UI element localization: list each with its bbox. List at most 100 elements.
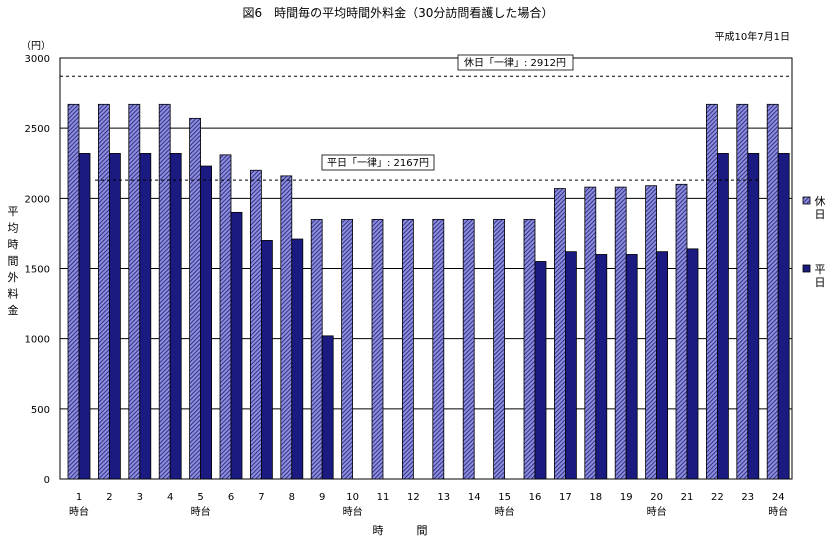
bar-holiday-24 bbox=[766, 103, 779, 480]
y-axis-label-char: 料 bbox=[8, 287, 19, 301]
bar-holiday-22 bbox=[706, 103, 718, 480]
bar-weekday-22 bbox=[717, 153, 729, 480]
x-tick-suffix: 時台 bbox=[343, 505, 363, 518]
bar-weekday-16 bbox=[534, 261, 547, 480]
bar-holiday-10 bbox=[341, 218, 354, 480]
bar-weekday-19 bbox=[625, 254, 638, 480]
y-unit-label: （円） bbox=[21, 40, 51, 52]
bar-holiday-15 bbox=[493, 218, 506, 480]
y-tick-label: 3000 bbox=[25, 54, 50, 65]
x-tick-label: 19 bbox=[620, 492, 633, 503]
x-tick-label: 5 bbox=[197, 492, 203, 503]
x-tick-label: 24 bbox=[772, 492, 785, 503]
bar-weekday-6 bbox=[230, 211, 243, 480]
bar-weekday-2 bbox=[109, 153, 121, 480]
bar-weekday-1 bbox=[78, 153, 91, 480]
y-axis-label-char: 金 bbox=[8, 303, 19, 317]
y-tick-label: 0 bbox=[44, 475, 50, 486]
x-tick-label: 13 bbox=[437, 492, 450, 503]
chart-title: 図6 時間毎の平均時間外料金（30分訪問看護した場合） bbox=[243, 5, 554, 20]
date-note: 平成10年7月1日 bbox=[715, 30, 790, 43]
bar-holiday-23 bbox=[736, 103, 749, 480]
y-tick-label: 500 bbox=[31, 405, 50, 416]
x-tick-label: 6 bbox=[228, 492, 234, 503]
bar-holiday-13 bbox=[432, 218, 445, 480]
y-axis-label: 平均時間外料金 bbox=[8, 205, 19, 317]
x-tick-suffix: 時台 bbox=[495, 505, 515, 518]
bar-holiday-16 bbox=[523, 218, 536, 480]
bar-holiday-12 bbox=[401, 218, 414, 480]
y-axis-label-char: 外 bbox=[8, 271, 19, 284]
x-tick-label: 10 bbox=[346, 492, 359, 503]
x-tick-suffix: 時台 bbox=[768, 505, 788, 518]
bar-holiday-17 bbox=[554, 188, 566, 480]
bar-holiday-14 bbox=[462, 218, 475, 480]
reference-label-box-holiday bbox=[457, 54, 574, 71]
legend-label-holiday: 休 bbox=[815, 195, 826, 208]
y-tick-label: 1500 bbox=[25, 265, 50, 276]
bar-holiday-11 bbox=[371, 218, 384, 480]
bar-weekday-24 bbox=[777, 153, 790, 480]
x-tick-label: 7 bbox=[258, 492, 264, 503]
x-tick-label: 12 bbox=[407, 492, 420, 503]
y-tick-label: 2000 bbox=[25, 194, 50, 205]
gridlines bbox=[60, 127, 792, 410]
bar-holiday-3 bbox=[128, 103, 141, 480]
y-axis-label-char: 間 bbox=[8, 255, 19, 268]
x-tick-label: 15 bbox=[498, 492, 511, 503]
bar-holiday-7 bbox=[249, 169, 262, 480]
x-tick-label: 20 bbox=[650, 492, 663, 503]
y-tick-label: 1000 bbox=[25, 335, 50, 346]
x-tick-label: 16 bbox=[529, 492, 542, 503]
x-tick-suffix: 時台 bbox=[69, 505, 89, 518]
x-tick-label: 9 bbox=[319, 492, 325, 503]
x-tick-label: 22 bbox=[711, 492, 724, 503]
x-axis-label: 時 間 bbox=[373, 524, 428, 537]
legend-label-weekday: 平 bbox=[815, 263, 826, 276]
bar-weekday-23 bbox=[747, 153, 760, 480]
legend-swatch-weekday bbox=[802, 264, 811, 273]
y-axis-label-char: 均 bbox=[8, 222, 19, 235]
bar-weekday-9 bbox=[321, 335, 334, 480]
x-tick-suffix: 時台 bbox=[647, 505, 667, 518]
x-tick-label: 1 bbox=[76, 492, 82, 503]
bar-weekday-8 bbox=[291, 238, 304, 480]
bar-weekday-18 bbox=[595, 254, 608, 480]
y-tick-labels: 0 500 1000 1500 2000 2500 3000 bbox=[25, 54, 50, 486]
x-tick-label: 21 bbox=[681, 492, 694, 503]
x-tick-label: 4 bbox=[167, 492, 173, 503]
bars bbox=[67, 103, 790, 480]
bar-holiday-19 bbox=[614, 186, 627, 480]
bar-holiday-9 bbox=[310, 218, 323, 480]
bar-weekday-17 bbox=[565, 251, 577, 480]
x-tick-label: 11 bbox=[377, 492, 390, 503]
x-tick-label: 8 bbox=[289, 492, 295, 503]
bar-weekday-7 bbox=[260, 240, 273, 480]
x-tick-suffix: 時台 bbox=[191, 505, 211, 518]
bar-weekday-3 bbox=[139, 153, 152, 480]
reference-label-holiday: 休日「一律」: 2912円 bbox=[464, 56, 566, 69]
bar-holiday-1 bbox=[67, 103, 80, 480]
reference-label-box-weekday bbox=[321, 154, 435, 171]
bar-holiday-5 bbox=[189, 117, 202, 480]
bar-holiday-4 bbox=[158, 103, 171, 480]
x-tick-label: 3 bbox=[137, 492, 143, 503]
bar-holiday-20 bbox=[645, 185, 657, 480]
bar-weekday-21 bbox=[686, 248, 699, 480]
legend-label-holiday: 日 bbox=[815, 208, 826, 221]
x-tick-label: 23 bbox=[741, 492, 754, 503]
y-axis-label-char: 時 bbox=[8, 238, 19, 251]
x-tick-label: 18 bbox=[589, 492, 602, 503]
legend-swatch-holiday bbox=[802, 196, 811, 205]
bar-holiday-21 bbox=[675, 183, 688, 480]
bar-weekday-4 bbox=[169, 153, 182, 480]
y-axis-label-char: 平 bbox=[8, 205, 19, 218]
y-tick-label: 2500 bbox=[25, 124, 50, 135]
bar-holiday-8 bbox=[280, 175, 293, 480]
x-tick-label: 14 bbox=[468, 492, 481, 503]
legend-label-weekday: 日 bbox=[815, 276, 826, 289]
